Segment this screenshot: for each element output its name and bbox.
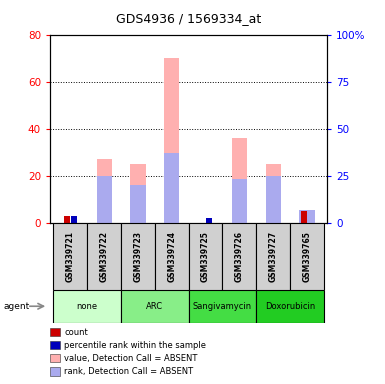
Text: percentile rank within the sample: percentile rank within the sample bbox=[64, 341, 206, 350]
Bar bbox=[256, 223, 290, 290]
Bar bbox=[164, 58, 179, 223]
Bar bbox=[131, 164, 146, 223]
Bar bbox=[54, 223, 87, 290]
Bar bbox=[189, 290, 256, 323]
Bar bbox=[97, 159, 112, 223]
Bar bbox=[155, 223, 189, 290]
Text: GSM339765: GSM339765 bbox=[303, 231, 311, 282]
Bar bbox=[301, 211, 306, 223]
Bar bbox=[71, 216, 77, 223]
Bar bbox=[266, 176, 281, 223]
Text: ARC: ARC bbox=[146, 302, 163, 311]
Bar bbox=[232, 179, 247, 223]
Text: GSM339724: GSM339724 bbox=[167, 231, 176, 282]
Text: value, Detection Call = ABSENT: value, Detection Call = ABSENT bbox=[64, 354, 198, 363]
Bar bbox=[206, 218, 212, 223]
Text: GDS4936 / 1569334_at: GDS4936 / 1569334_at bbox=[116, 12, 261, 25]
Text: count: count bbox=[64, 328, 88, 337]
Bar bbox=[131, 185, 146, 223]
Text: GSM339722: GSM339722 bbox=[100, 231, 109, 282]
Text: Doxorubicin: Doxorubicin bbox=[265, 302, 315, 311]
Text: agent: agent bbox=[4, 302, 30, 311]
Bar bbox=[266, 164, 281, 223]
Bar bbox=[290, 223, 324, 290]
Text: GSM339723: GSM339723 bbox=[134, 231, 142, 282]
Bar bbox=[256, 290, 324, 323]
Bar bbox=[232, 138, 247, 223]
Text: rank, Detection Call = ABSENT: rank, Detection Call = ABSENT bbox=[64, 367, 193, 376]
Text: GSM339726: GSM339726 bbox=[235, 231, 244, 282]
Bar bbox=[87, 223, 121, 290]
Bar bbox=[189, 223, 223, 290]
Text: GSM339727: GSM339727 bbox=[269, 231, 278, 282]
Text: GSM339725: GSM339725 bbox=[201, 231, 210, 282]
Bar bbox=[300, 210, 315, 223]
Bar bbox=[64, 216, 70, 223]
Text: Sangivamycin: Sangivamycin bbox=[193, 302, 252, 311]
Bar bbox=[54, 290, 121, 323]
Bar bbox=[121, 290, 189, 323]
Text: none: none bbox=[77, 302, 98, 311]
Bar bbox=[121, 223, 155, 290]
Bar bbox=[97, 176, 112, 223]
Bar bbox=[164, 153, 179, 223]
Text: GSM339721: GSM339721 bbox=[66, 231, 75, 282]
Bar bbox=[223, 223, 256, 290]
